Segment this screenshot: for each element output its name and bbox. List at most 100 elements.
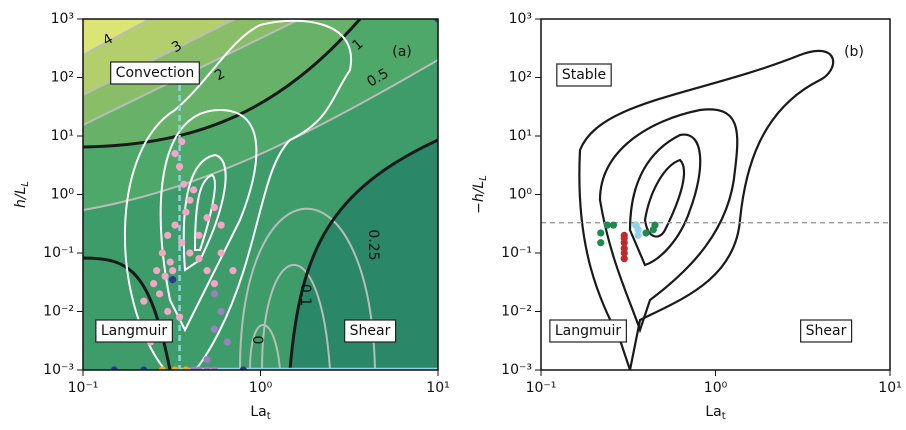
y-tick-label: 10¹ [51, 128, 74, 144]
x-label-sub: t [267, 411, 271, 422]
x-tick-label: 10⁻¹ [526, 380, 557, 396]
point [140, 366, 148, 370]
point [110, 366, 118, 370]
point [620, 255, 628, 263]
y-label-sub: L [20, 181, 31, 187]
panel-label: (a) [392, 44, 412, 60]
point [634, 231, 642, 239]
y-axis-label: h/LL [13, 181, 31, 208]
y-axis-label: −h/LL [471, 175, 489, 214]
point [597, 239, 605, 247]
x-tick-label: 10⁻¹ [68, 380, 99, 396]
annotation-box [800, 319, 853, 343]
point [166, 258, 174, 266]
point [182, 208, 190, 216]
contour-label: 0 [249, 336, 265, 345]
point [620, 231, 628, 239]
point [150, 279, 158, 288]
point [210, 366, 219, 370]
panel-b-contours [578, 49, 835, 370]
point [155, 290, 164, 298]
x-axis-label: Lat [705, 404, 725, 422]
point [175, 162, 184, 171]
point [229, 267, 237, 275]
point [210, 203, 219, 212]
panel-label: (b) [844, 44, 864, 60]
point [186, 196, 194, 204]
point [217, 249, 225, 257]
annotation: Langmuir [555, 323, 622, 339]
point [210, 325, 219, 333]
point [175, 313, 184, 321]
y-tick-label: 10² [51, 70, 74, 86]
x-tick-label: 10¹ [878, 380, 901, 396]
contour-label: 0.1 [297, 284, 313, 306]
point [164, 231, 172, 239]
annotation: Stable [562, 67, 606, 83]
x-label-sub: t [722, 411, 726, 422]
x-tick-label: 10¹ [426, 380, 449, 396]
annotation-box [344, 319, 397, 343]
point [169, 276, 177, 284]
point [649, 226, 657, 234]
point [171, 150, 179, 158]
point [178, 138, 186, 146]
point [164, 307, 172, 316]
point [190, 366, 198, 370]
y-tick-label: 10³ [51, 11, 74, 27]
x-tick-label: 10⁰ [249, 380, 273, 396]
x-label-main: La [250, 404, 266, 420]
y-tick-label: 10² [509, 70, 532, 86]
point [210, 279, 219, 288]
point [158, 249, 166, 257]
y-tick-label: 10¹ [509, 128, 532, 144]
annotation: Langmuir [101, 323, 168, 339]
point [620, 244, 628, 252]
y-label-sub: L [478, 175, 489, 181]
point [217, 221, 225, 229]
point [223, 338, 231, 346]
point [609, 221, 618, 229]
y-tick-label: 10⁻³ [43, 362, 74, 378]
point [182, 366, 190, 370]
y-label-main: −h/L [471, 181, 487, 214]
y-tick-label: 10⁻¹ [501, 245, 532, 261]
x-label-main: La [705, 404, 721, 420]
point [632, 221, 640, 229]
point [190, 186, 198, 194]
annotation-box [556, 63, 612, 87]
point [203, 366, 211, 370]
point [171, 366, 179, 370]
contour-label: 0.25 [365, 229, 381, 260]
point [203, 267, 211, 275]
annotation: Shear [806, 323, 847, 339]
y-label-main: h/L [13, 187, 29, 208]
point [642, 229, 650, 237]
annotation: Convection [116, 65, 195, 81]
y-tick-label: 10⁰ [509, 187, 533, 203]
point [434, 19, 438, 23]
annotation-box [95, 319, 173, 343]
y-tick-label: 10⁻² [43, 304, 74, 320]
annotation-box [110, 61, 200, 85]
point [186, 249, 194, 257]
x-axis-label: Lat [250, 404, 270, 422]
point [140, 297, 148, 305]
y-tick-label: 10³ [509, 11, 532, 27]
point [178, 239, 186, 247]
point [239, 366, 247, 370]
annotation-box [549, 319, 627, 343]
point [195, 231, 203, 239]
point [603, 221, 611, 229]
point [195, 366, 203, 370]
x-tick-label: 10⁰ [704, 380, 728, 396]
point [161, 272, 169, 280]
y-tick-label: 10⁻³ [501, 362, 532, 378]
point [153, 267, 161, 275]
point [169, 267, 177, 275]
annotation: Shear [350, 323, 391, 339]
point [158, 366, 166, 370]
point [597, 229, 605, 237]
y-tick-label: 10⁰ [51, 187, 75, 203]
